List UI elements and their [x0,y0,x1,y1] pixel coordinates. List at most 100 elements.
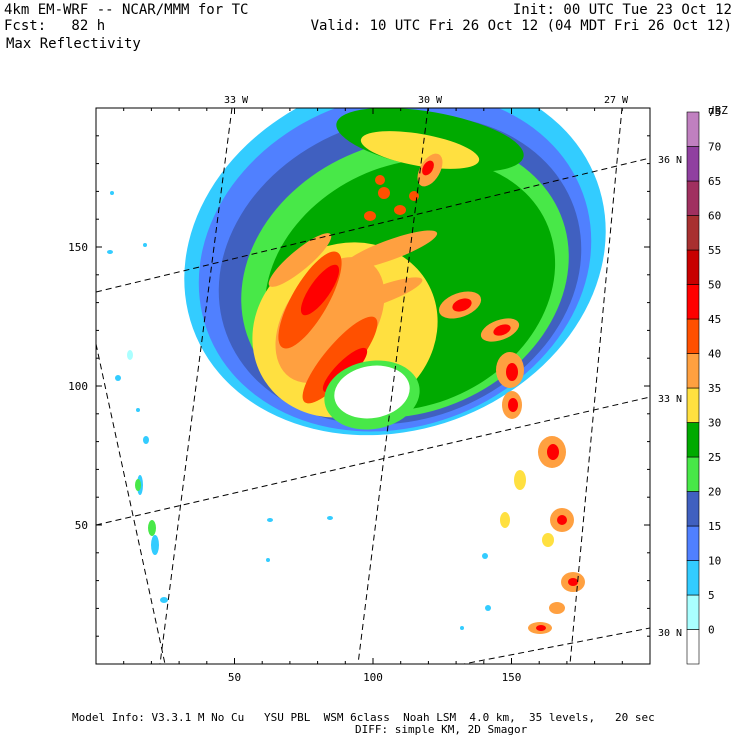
feeder-cell [506,363,518,381]
shower-cell [143,436,149,444]
feeder-cell [493,324,511,336]
shower-cell [160,597,168,603]
colorbar-swatch-35 [686,387,700,423]
feeder-cell [394,205,406,215]
longitude-labels: 33 W 30 W 27 W [224,95,629,106]
feeder-cell [542,533,554,547]
colorbar-swatch-65 [686,180,700,216]
core-cell-a [300,264,340,316]
colorbar-label: 5 [708,589,715,602]
x-tick-label: 50 [228,671,241,684]
parallel-line-2 [460,627,650,664]
valid-time: Valid: 10 UTC Fri 26 Oct 12 (04 MDT Fri … [310,18,732,34]
shower-cell [460,626,464,630]
feeder-cell [568,578,578,586]
feeder-cell [547,444,559,460]
feeder-cell [500,512,510,528]
shower-cell [136,408,140,412]
colorbar-label: 65 [708,175,721,188]
feeder-cell [514,470,526,490]
core-band-c [302,316,378,404]
x-tick-label: 100 [363,671,383,684]
latitude-label: 30 N [658,628,682,639]
feeder-cell [452,298,472,312]
longitude-label: 30 W [418,95,443,106]
colorbar-swatch-40 [686,353,700,389]
forecast-hour: Fcst: 82 h [4,18,106,34]
colorbar: dBZ 0 5 10 15 20 25 30 35 40 45 50 55 60 65 70 75 [686,104,728,665]
shower-cell [127,350,133,360]
colorbar-label: 60 [708,210,721,223]
feeder-cell [557,515,567,525]
diff-info: DIFF: simple KM, 2D Smagor [355,723,528,736]
feeder-cell [536,625,546,631]
parallel-line-1 [96,396,650,526]
y-tick-label: 50 [75,519,88,532]
shower-cell [107,250,113,254]
shower-cell [135,479,141,491]
init-time: Init: 00 UTC Tue 23 Oct 12 [512,2,732,18]
latitude-label: 36 N [658,155,682,166]
meridian-line-0 [159,108,233,664]
shower-cell [267,518,273,522]
model-info: Model Info: V3.3.1 M No Cu YSU PBL WSM 6… [72,711,655,724]
eye-center [334,365,410,419]
meridian-line-3 [96,343,166,664]
colorbar-swatch-55 [686,249,700,285]
colorbar-label: 70 [708,141,721,154]
colorbar-swatch-60 [686,215,700,251]
colorbar-label: 55 [708,244,721,257]
feeder-cell [375,175,385,185]
meridian-line-1 [357,108,429,664]
colorbar-label: 75 [708,106,721,119]
longitude-label: 27 W [604,95,629,106]
shower-cell [151,535,159,555]
colorbar-label: 30 [708,417,721,430]
core-band-e [342,230,438,270]
colorbar-swatch-75 [686,111,700,147]
shower-cell [110,191,114,195]
core-band-d [268,233,332,287]
field-title: Max Reflectivity [6,36,141,52]
colorbar-units: dBZ [708,104,728,117]
north-band-core [360,131,480,169]
model-title: 4km EM-WRF -- NCAR/MMM for TC [4,2,249,18]
latitude-labels: 36 N 33 N 30 N [658,155,682,639]
shower-cell [485,605,491,611]
colorbar-label: 50 [708,279,721,292]
colorbar-swatch-45 [686,318,700,354]
colorbar-label: 40 [708,348,721,361]
parallel-line-0 [96,157,650,293]
colorbar-swatch-15 [686,525,700,561]
colorbar-label: 0 [708,624,715,637]
lat-lon-grid [96,108,650,664]
feeder-cell [549,602,565,614]
colorbar-label: 15 [708,520,721,533]
shower-cell [148,520,156,536]
core-band-f [337,277,423,313]
colorbar-swatch-50 [686,284,700,320]
axis-ticks: 50 100 150 50 100 150 [68,108,650,684]
feeder-cell [422,160,434,176]
colorbar-label: 35 [708,382,721,395]
shower-cell [482,553,488,559]
y-tick-label: 150 [68,241,88,254]
colorbar-swatch-25 [686,456,700,492]
latitude-label: 33 N [658,394,682,405]
colorbar-swatch-5 [686,594,700,630]
colorbar-label: 20 [708,486,721,499]
colorbar-swatch-10 [686,560,700,596]
colorbar-swatch-0 [686,629,700,665]
colorbar-label: 10 [708,555,721,568]
colorbar-swatch-30 [686,422,700,458]
shower-cell [327,516,333,520]
meridian-line-2 [569,108,623,664]
shower-cell [266,558,270,562]
reflectivity-field [107,108,606,634]
shower-cell [115,375,121,381]
longitude-label: 33 W [224,95,249,106]
feeder-cell [378,187,390,199]
feeder-cell [364,211,376,221]
colorbar-swatch-70 [686,146,700,182]
